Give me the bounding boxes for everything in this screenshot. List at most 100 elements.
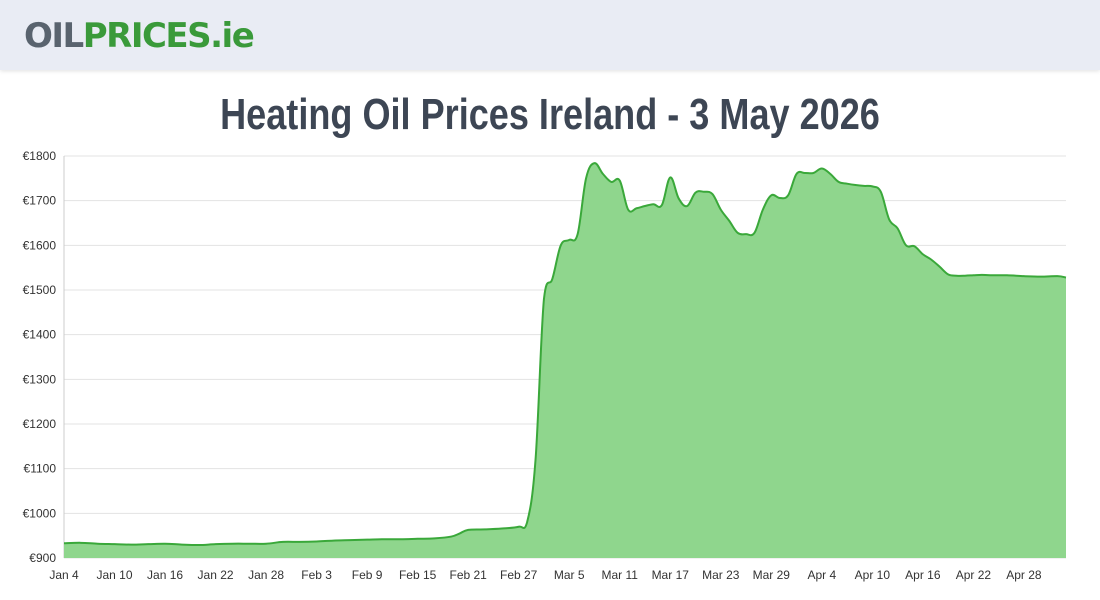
data-point[interactable] <box>196 542 202 548</box>
data-point[interactable] <box>229 541 235 547</box>
data-point[interactable] <box>297 539 303 545</box>
data-point[interactable] <box>852 182 858 188</box>
x-tick-label: Jan 22 <box>198 568 234 582</box>
data-point[interactable] <box>650 201 656 207</box>
data-point[interactable] <box>895 225 901 231</box>
data-point[interactable] <box>667 174 673 180</box>
data-point[interactable] <box>1063 274 1069 280</box>
data-point[interactable] <box>634 205 640 211</box>
data-point[interactable] <box>95 541 101 547</box>
data-point[interactable] <box>819 166 825 172</box>
data-point[interactable] <box>583 175 589 181</box>
data-point[interactable] <box>516 524 522 530</box>
data-point[interactable] <box>78 540 84 546</box>
x-tick-label: Jan 4 <box>49 568 79 582</box>
page-title: Heating Oil Prices Ireland - 3 May 2026 <box>220 90 880 139</box>
data-point[interactable] <box>457 530 463 536</box>
data-point[interactable] <box>979 272 985 278</box>
data-point[interactable] <box>549 276 555 282</box>
data-point[interactable] <box>617 178 623 184</box>
site-logo[interactable]: OILPRICES.ie <box>24 16 255 56</box>
y-tick-label: €1700 <box>23 194 57 208</box>
data-point[interactable] <box>558 242 564 248</box>
data-point[interactable] <box>128 542 134 548</box>
data-point[interactable] <box>785 192 791 198</box>
data-point[interactable] <box>625 207 631 213</box>
data-point[interactable] <box>827 171 833 177</box>
data-point[interactable] <box>718 207 724 213</box>
data-point[interactable] <box>878 189 884 195</box>
data-point[interactable] <box>541 296 547 302</box>
data-point[interactable] <box>1004 272 1010 278</box>
data-point[interactable] <box>928 257 934 263</box>
data-point[interactable] <box>533 457 539 463</box>
logo-oil-text: OIL <box>24 16 84 56</box>
data-point[interactable] <box>1038 274 1044 280</box>
data-point[interactable] <box>145 541 151 547</box>
data-point[interactable] <box>566 237 572 243</box>
x-tick-label: Jan 28 <box>248 568 284 582</box>
data-point[interactable] <box>693 190 699 196</box>
data-point[interactable] <box>600 171 606 177</box>
data-point[interactable] <box>448 534 454 540</box>
data-point[interactable] <box>465 527 471 533</box>
data-point[interactable] <box>415 536 421 542</box>
data-point[interactable] <box>861 183 867 189</box>
data-point[interactable] <box>810 170 816 176</box>
data-point[interactable] <box>347 537 353 543</box>
data-point[interactable] <box>945 271 951 277</box>
data-point[interactable] <box>398 536 404 542</box>
y-tick-label: €1400 <box>23 328 57 342</box>
data-point[interactable] <box>246 541 252 547</box>
data-point[interactable] <box>844 181 850 187</box>
data-point[interactable] <box>591 160 597 166</box>
data-point[interactable] <box>794 171 800 177</box>
data-point[interactable] <box>869 183 875 189</box>
data-point[interactable] <box>676 195 682 201</box>
data-point[interactable] <box>112 541 118 547</box>
data-point[interactable] <box>179 542 185 548</box>
data-point[interactable] <box>330 538 336 544</box>
data-point[interactable] <box>364 537 370 543</box>
data-point[interactable] <box>575 231 581 237</box>
data-point[interactable] <box>903 242 909 248</box>
data-point[interactable] <box>659 202 665 208</box>
data-point[interactable] <box>954 273 960 279</box>
data-point[interactable] <box>726 218 732 224</box>
data-point[interactable] <box>1055 273 1061 279</box>
data-point[interactable] <box>213 541 219 547</box>
data-point[interactable] <box>836 179 842 185</box>
data-point[interactable] <box>263 541 269 547</box>
data-point[interactable] <box>777 195 783 201</box>
data-point[interactable] <box>911 243 917 249</box>
data-point[interactable] <box>802 170 808 176</box>
data-point[interactable] <box>1021 273 1027 279</box>
data-point[interactable] <box>431 535 437 541</box>
data-point[interactable] <box>280 539 286 545</box>
data-point[interactable] <box>61 540 67 546</box>
data-point[interactable] <box>962 273 968 279</box>
data-point[interactable] <box>970 272 976 278</box>
data-point[interactable] <box>162 541 168 547</box>
y-tick-label: €1100 <box>24 462 57 476</box>
data-point[interactable] <box>920 251 926 257</box>
data-point[interactable] <box>735 230 741 236</box>
data-point[interactable] <box>760 207 766 213</box>
data-point[interactable] <box>886 216 892 222</box>
data-point[interactable] <box>987 272 993 278</box>
data-point[interactable] <box>608 179 614 185</box>
data-point[interactable] <box>642 203 648 209</box>
data-point[interactable] <box>314 538 320 544</box>
data-point[interactable] <box>937 264 943 270</box>
data-point[interactable] <box>684 203 690 209</box>
data-point[interactable] <box>709 191 715 197</box>
data-point[interactable] <box>499 526 505 532</box>
data-point[interactable] <box>768 192 774 198</box>
data-point[interactable] <box>524 519 530 525</box>
data-point[interactable] <box>701 189 707 195</box>
x-tick-label: Feb 27 <box>500 568 538 582</box>
data-point[interactable] <box>751 230 757 236</box>
data-point[interactable] <box>482 526 488 532</box>
data-point[interactable] <box>743 231 749 237</box>
data-point[interactable] <box>381 536 387 542</box>
